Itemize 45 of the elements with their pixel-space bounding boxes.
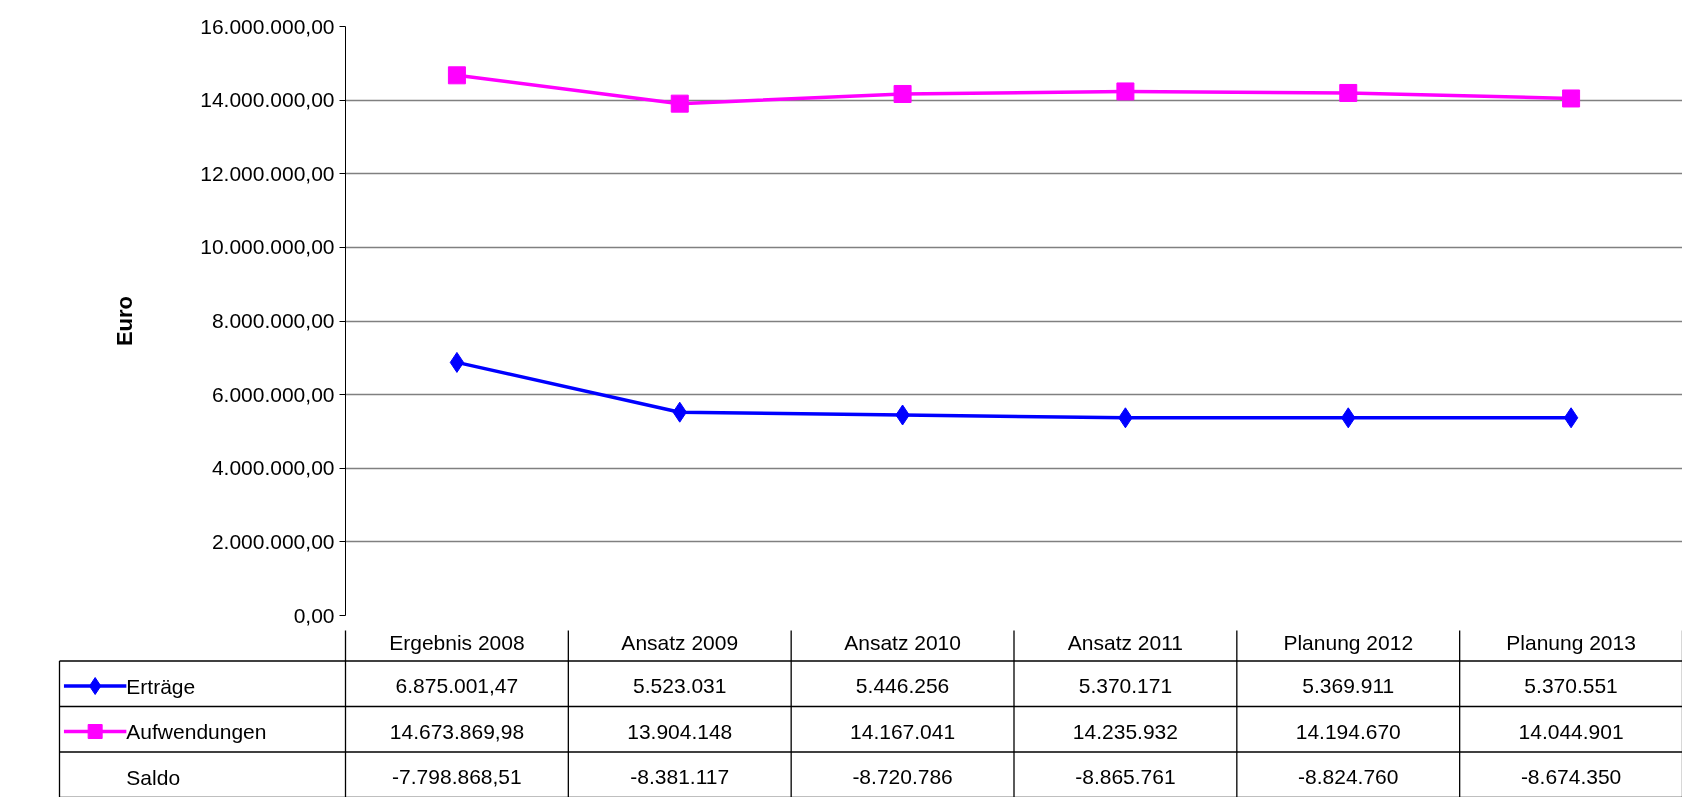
text: -7.798.868,51 [392, 765, 522, 789]
text: -8.865.761 [1075, 765, 1176, 789]
point [1339, 83, 1358, 102]
data-label: 5.370.171 [1078, 674, 1173, 698]
y-tick-label: 10.000.000,00 [200, 235, 335, 259]
text: -8.381.117 [630, 765, 730, 789]
y-tick-label: 2.000.000,00 [211, 529, 335, 553]
data-label: 14.194.670 [1295, 719, 1401, 743]
y-axis-title: Euro [112, 295, 138, 347]
data-label: 14.044.901 [1518, 719, 1624, 743]
text: Saldo [126, 765, 181, 789]
data-label: 6.875.001,47 [395, 674, 519, 698]
x-tick-label: Planung 2013 [1506, 631, 1636, 655]
data-label: 13.904.148 [627, 719, 733, 743]
data-label: 5.369.911 [1302, 674, 1395, 698]
text: -8.720.786 [852, 765, 953, 789]
data-label: 5.523.031 [633, 674, 727, 698]
data-label: 5.446.256 [855, 674, 950, 698]
data-label: 14.167.041 [850, 719, 956, 743]
data-label: 14.235.932 [1072, 719, 1178, 743]
y-tick-label: 12.000.000,00 [200, 161, 335, 185]
x-tick-label: Ansatz 2009 [621, 631, 739, 655]
point [893, 84, 912, 103]
x-tick-label: Ansatz 2010 [844, 631, 961, 655]
point [1563, 407, 1579, 429]
y-tick-label: 14.000.000,00 [200, 88, 335, 112]
legend-label: Erträge [126, 674, 196, 698]
point [670, 94, 689, 113]
y-tick-label: 8.000.000,00 [211, 309, 335, 332]
data-label: 14.673.869,98 [389, 719, 525, 743]
x-tick-label: Ansatz 2011 [1067, 631, 1184, 655]
point [1562, 89, 1581, 108]
x-tick-label: Ergebnis 2008 [389, 631, 525, 655]
text: -8.824.760 [1298, 765, 1399, 789]
data-label: 5.370.551 [1524, 674, 1618, 698]
point [449, 351, 465, 373]
point [1116, 82, 1135, 101]
y-tick-label: 0,00 [293, 603, 335, 627]
point [447, 66, 466, 85]
y-tick-label: 4.000.000,00 [211, 456, 335, 480]
x-tick-label: Planung 2012 [1283, 631, 1414, 655]
y-tick-label: 6.000.000,00 [211, 382, 335, 406]
legend-label: Aufwendungen [126, 720, 267, 744]
y-tick-label: 16.000.000,00 [200, 14, 335, 38]
text: -8.674.350 [1520, 765, 1622, 789]
